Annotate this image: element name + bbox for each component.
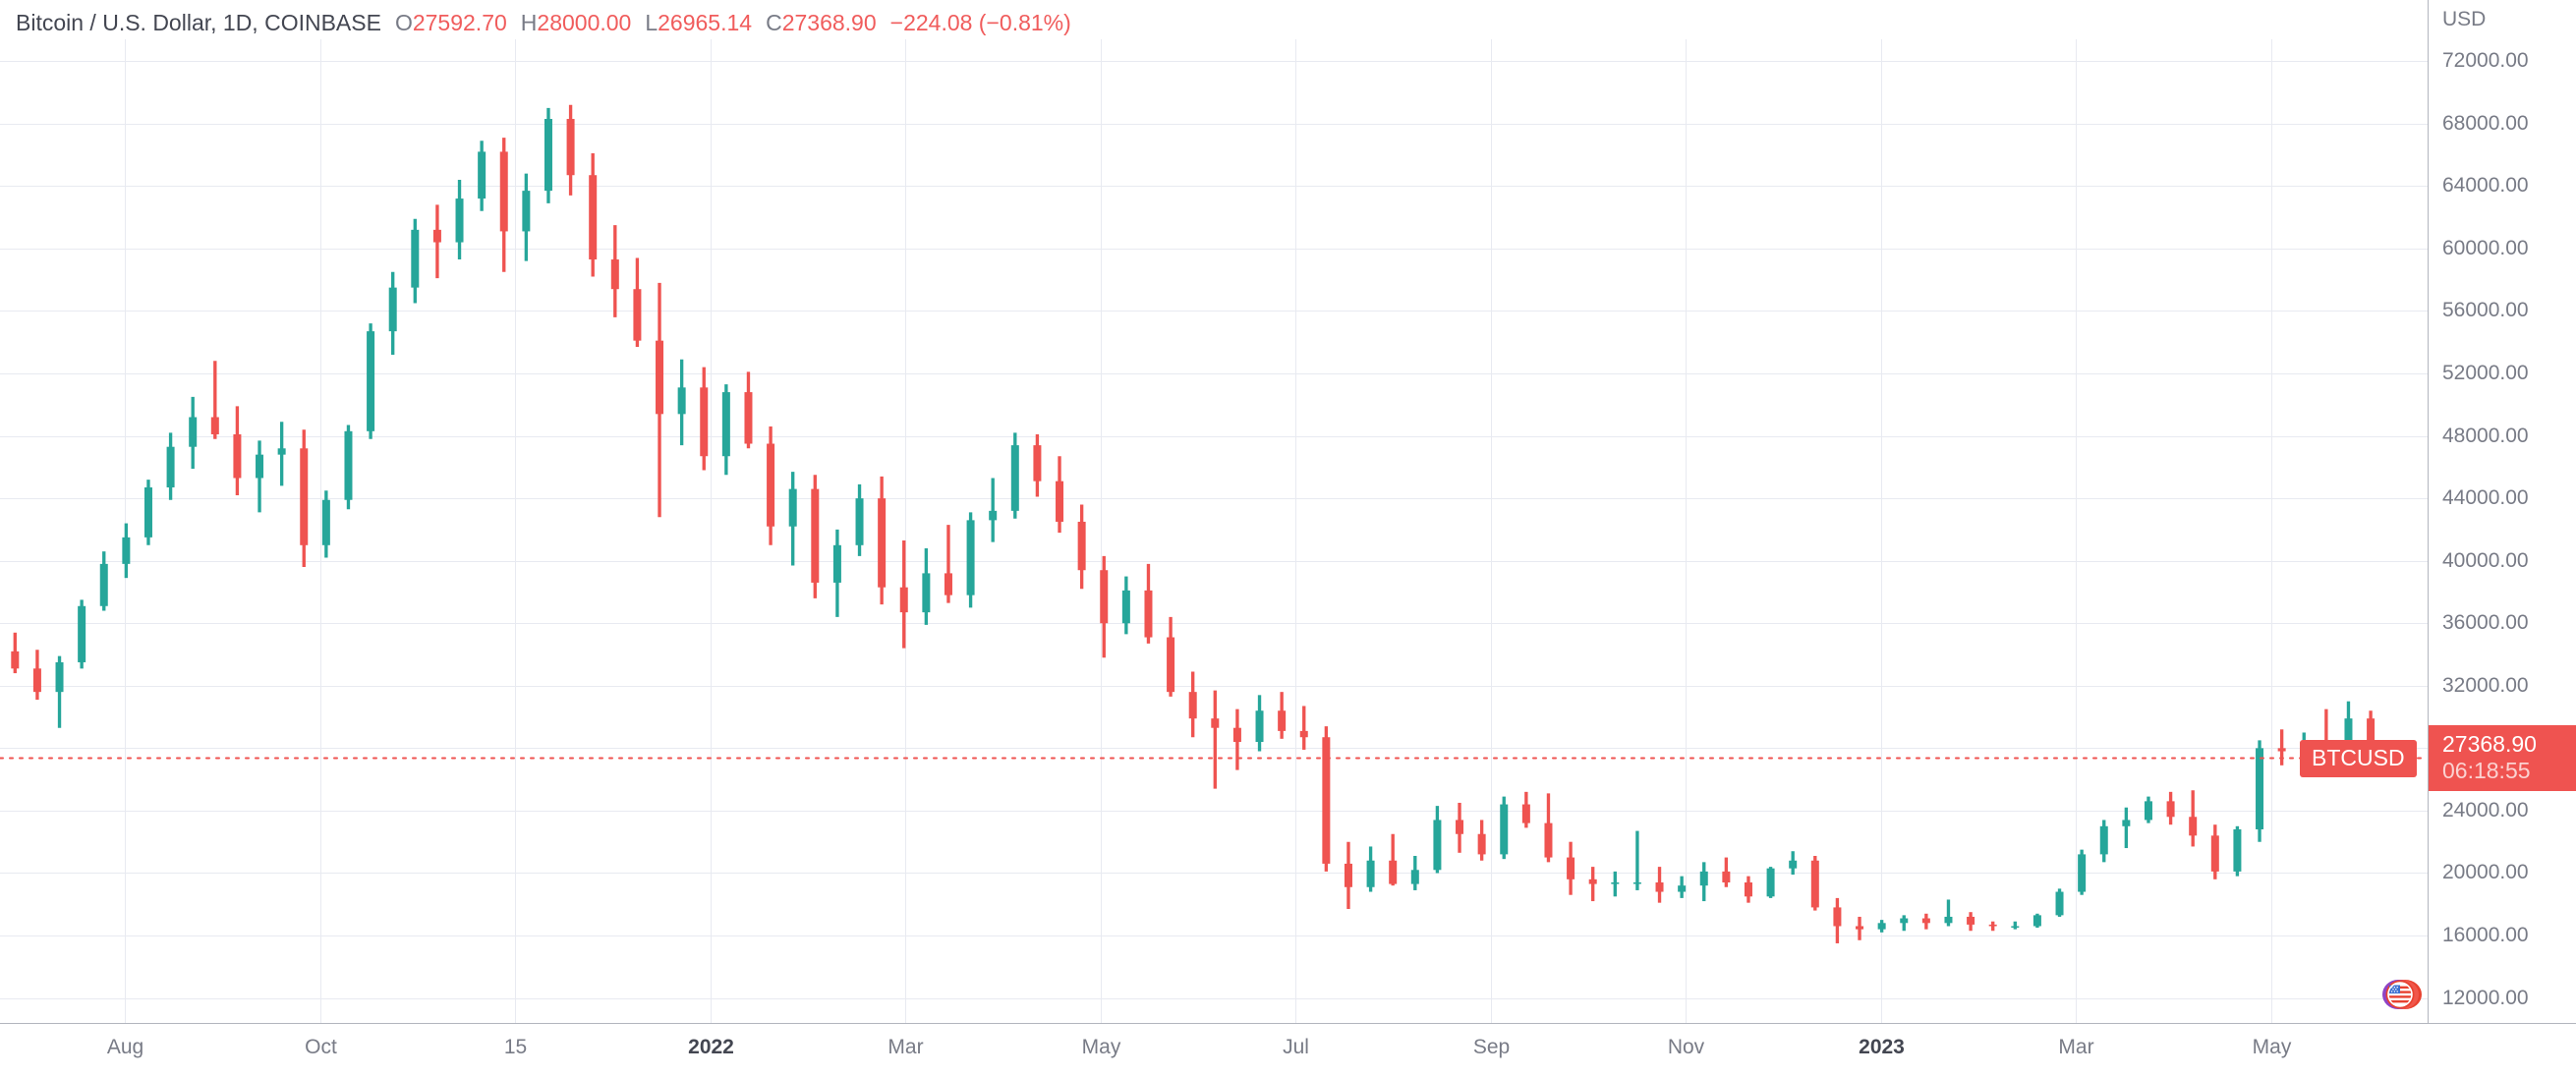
chart-legend[interactable]: Bitcoin / U.S. Dollar, 1D, COINBASE O275… <box>16 10 1077 35</box>
price-tick: 52000.00 <box>2442 362 2529 385</box>
price-tick: 16000.00 <box>2442 924 2529 947</box>
price-tick: 20000.00 <box>2442 861 2529 884</box>
price-tick: 72000.00 <box>2442 49 2529 73</box>
bar-countdown: 06:18:55 <box>2442 757 2531 783</box>
ohlc-high-value: 28000.00 <box>537 10 632 35</box>
price-tick: 24000.00 <box>2442 798 2529 822</box>
price-axis[interactable]: USD 72000.00 68000.00 64000.00 60000.00 5600… <box>2428 0 2576 1023</box>
ohlc-open-value: 27592.70 <box>412 10 507 35</box>
ohlc-high-key: H <box>520 10 538 35</box>
chart-pane[interactable]: BTCUSD <box>0 39 2428 1023</box>
current-price-value: 27368.90 <box>2442 730 2537 757</box>
time-tick: Jul <box>1283 1036 1309 1058</box>
time-tick: 2022 <box>688 1036 734 1058</box>
ohlc-high: H28000.00 <box>521 10 632 35</box>
symbol-title[interactable]: Bitcoin / U.S. Dollar, 1D, COINBASE <box>16 10 381 35</box>
time-tick: Nov <box>1667 1036 1705 1058</box>
time-axis[interactable]: Aug Oct 15 2022 Mar May Jul Sep Nov 2023 Mar May <box>0 1023 2576 1077</box>
axis-currency-label: USD <box>2442 8 2487 30</box>
ohlc-values: O27592.70 H28000.00 L26965.14 C27368.90 … <box>395 10 1077 35</box>
price-tick: 48000.00 <box>2442 424 2529 447</box>
ohlc-low: L26965.14 <box>645 10 752 35</box>
price-tick: 44000.00 <box>2442 486 2529 510</box>
candlestick-series <box>11 104 2397 943</box>
ohlc-open: O27592.70 <box>395 10 507 35</box>
current-price-badge[interactable]: 27368.90 06:18:55 <box>2429 724 2576 791</box>
time-tick: Oct <box>305 1036 337 1058</box>
price-tick: 36000.00 <box>2442 611 2529 635</box>
ohlc-close-value: 27368.90 <box>781 10 877 35</box>
price-tick: 68000.00 <box>2442 111 2529 135</box>
time-tick: May <box>2252 1036 2292 1058</box>
price-tick: 40000.00 <box>2442 548 2529 572</box>
ohlc-open-key: O <box>394 10 413 35</box>
time-tick: May <box>1081 1036 1121 1058</box>
time-tick: Aug <box>106 1036 144 1058</box>
ohlc-close: C27368.90 <box>766 10 877 35</box>
us-flag-icon[interactable] <box>2378 972 2424 1017</box>
time-tick: Mar <box>887 1036 924 1058</box>
price-tick: 32000.00 <box>2442 673 2529 697</box>
price-tick: 64000.00 <box>2442 174 2529 198</box>
price-tick: 60000.00 <box>2442 236 2529 259</box>
price-change: −224.08 (−0.81%) <box>889 10 1071 35</box>
price-tick: 12000.00 <box>2442 986 2529 1009</box>
current-price-line <box>0 757 2428 760</box>
ohlc-low-value: 26965.14 <box>658 10 753 35</box>
chart-grid <box>0 39 2428 1023</box>
ohlc-low-key: L <box>645 10 658 35</box>
symbol-price-tag: BTCUSD <box>2300 739 2417 777</box>
time-tick: 15 <box>503 1036 528 1058</box>
time-tick: Sep <box>1472 1036 1511 1058</box>
time-tick: 2023 <box>1859 1036 1905 1058</box>
price-tick: 56000.00 <box>2442 299 2529 322</box>
time-tick: Mar <box>2058 1036 2094 1058</box>
ohlc-close-key: C <box>766 10 782 35</box>
